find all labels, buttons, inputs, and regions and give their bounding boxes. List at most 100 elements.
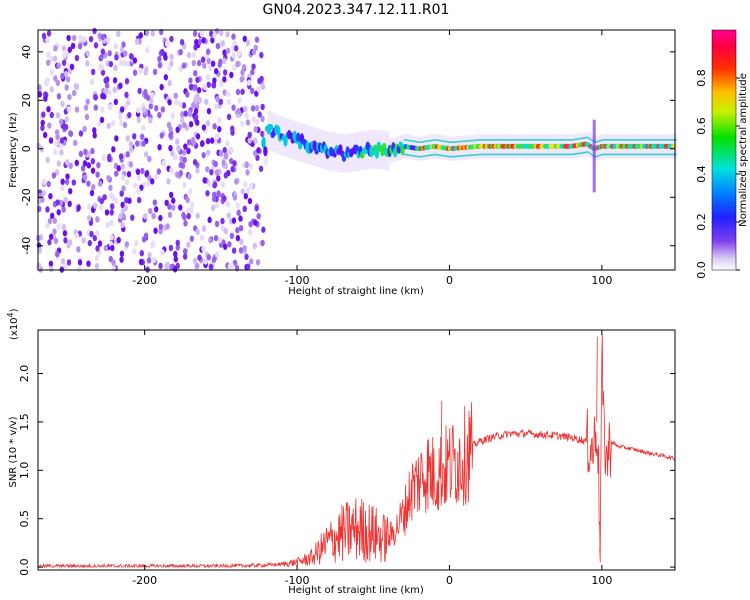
- spectrogram-cell: [429, 139, 432, 142]
- spectrogram-cell: [582, 137, 585, 139]
- spectrogram-cell: [236, 108, 241, 115]
- spectrogram-cell: [140, 167, 145, 175]
- spectrogram-cell: [491, 139, 494, 141]
- spectrogram-cell: [78, 130, 84, 137]
- spectrogram-cell: [205, 48, 211, 55]
- spectrogram-cell: [227, 241, 232, 248]
- spectrogram-cell: [668, 153, 671, 156]
- spectrogram-cell: [199, 30, 205, 38]
- spectrogram-cell: [87, 239, 93, 247]
- spectrogram-cell: [476, 153, 479, 156]
- spectrogram-cell: [222, 76, 227, 83]
- spectrogram-cell: [192, 30, 198, 37]
- spectrogram-cell: [517, 139, 520, 141]
- spectrogram-cell: [106, 36, 111, 44]
- spectrogram-cell: [546, 139, 549, 141]
- spectrogram-cell: [103, 77, 108, 84]
- spectrogram-cell: [482, 139, 485, 141]
- spectrogram-cell: [47, 239, 52, 246]
- spectrogram-cell: [229, 262, 235, 269]
- spectrogram-cell: [588, 152, 591, 154]
- spectrogram-cell: [186, 241, 191, 248]
- spectrogram-cell: [201, 124, 207, 131]
- spectrogram-cell: [190, 136, 196, 144]
- spectrogram-cell: [106, 122, 111, 130]
- spectrogram-cell: [438, 139, 441, 142]
- spectrogram-cell: [247, 131, 252, 139]
- spectrogram-cell: [447, 155, 450, 158]
- spectrogram-cell: [216, 175, 221, 182]
- spectrogram-cell: [628, 153, 631, 156]
- spectrogram-cell: [168, 244, 174, 252]
- spectrogram-cell: [500, 153, 503, 156]
- spectrogram-cell: [97, 240, 103, 247]
- spectrogram-cell: [204, 98, 209, 106]
- spectrogram-cell: [592, 119, 596, 193]
- spectrogram-cell: [216, 190, 221, 198]
- spectrogram-cell: [52, 148, 58, 156]
- spectrogram-cell: [420, 141, 423, 143]
- spectrogram-cell: [49, 111, 54, 119]
- spectrogram-cell: [243, 181, 248, 188]
- spectrogram-cell: [158, 214, 163, 222]
- spectrogram-cell: [160, 48, 165, 56]
- spectrogram-cell: [214, 201, 219, 209]
- spectrogram-cell: [414, 155, 417, 157]
- spectrogram-cell: [447, 141, 450, 143]
- snr-ytick-label: 1.5: [18, 413, 31, 431]
- spectrogram-cell: [112, 86, 117, 94]
- spectrogram-cell: [61, 45, 67, 52]
- spectrogram-cell: [214, 251, 220, 258]
- spectrogram-cell: [254, 205, 259, 212]
- spectrogram-cell: [595, 141, 598, 143]
- spectrogram-cell: [114, 170, 119, 177]
- spectrogram-cell: [168, 132, 173, 139]
- spectrogram-cell: [74, 159, 79, 167]
- spectrogram-cell: [206, 81, 211, 88]
- spectrogram-cell: [239, 238, 244, 245]
- spectrogram-cell: [193, 114, 199, 121]
- spectrogram-cell: [559, 139, 562, 141]
- spectrogram-cell: [185, 196, 190, 204]
- spectrogram-cell: [136, 116, 142, 124]
- spectrogram-cell: [646, 153, 649, 156]
- spectrogram-cell: [118, 113, 123, 120]
- spectrogram-cell: [469, 154, 472, 157]
- spectrogram-cell: [55, 250, 60, 258]
- spectrogram-cell: [147, 155, 152, 163]
- spectrogram-cell: [253, 126, 258, 133]
- spectrogram-cell: [230, 125, 235, 132]
- spectrogram-cell: [511, 153, 514, 156]
- spectrogram-cell: [542, 153, 545, 156]
- spectrogram-cell: [47, 217, 53, 225]
- spectrogram-cell: [243, 105, 248, 113]
- spectrogram-cell: [467, 140, 470, 142]
- snr-series-line: [37, 334, 676, 569]
- spectrogram-cell: [268, 123, 274, 131]
- spectrogram-cell: [462, 140, 465, 143]
- spectrogram-cell: [90, 167, 96, 174]
- spectrogram-cell: [89, 78, 95, 86]
- spectrogram-cell: [582, 151, 585, 154]
- spectrogram-cell: [128, 146, 134, 153]
- snr-ytick-label: 1.0: [18, 462, 31, 480]
- spectrogram-cell: [82, 125, 87, 133]
- spectrogram-cell: [144, 171, 149, 178]
- spectrogram-cell: [222, 57, 227, 65]
- spectrogram-cell: [85, 98, 90, 105]
- spectrogram-cell: [212, 191, 217, 198]
- spectrogram-cell: [232, 64, 237, 71]
- spectrogram-cell: [256, 147, 261, 154]
- spectrogram-cell: [217, 126, 222, 133]
- spectrogram-cell: [157, 55, 162, 63]
- colorbar-tick-label: 0.4: [695, 165, 708, 183]
- spectrogram-cell: [668, 139, 671, 141]
- spectrogram-cell: [553, 153, 556, 156]
- spectrogram-cell: [205, 190, 210, 197]
- spectrogram-cell: [661, 139, 664, 141]
- spectrogram-cell: [111, 120, 116, 127]
- spectrogram-cell: [260, 115, 265, 123]
- spectrogram-cell: [255, 154, 260, 161]
- spectrogram-cell: [100, 48, 106, 55]
- spectrogram-cell: [116, 165, 121, 172]
